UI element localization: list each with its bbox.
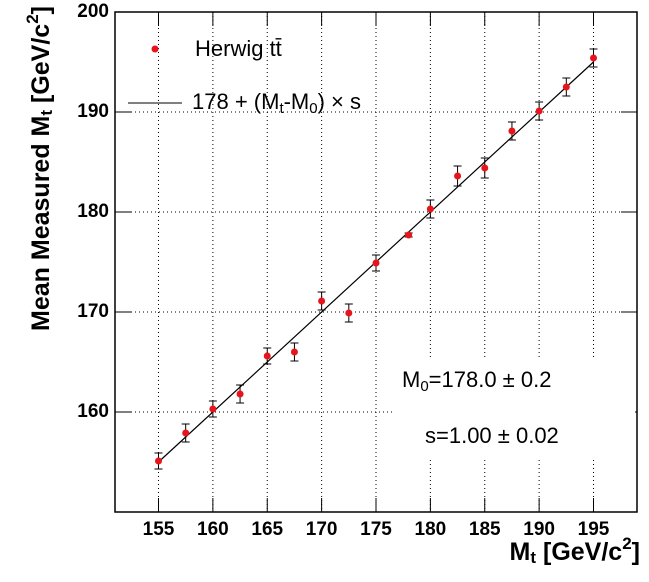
x-tick-label: 165 xyxy=(251,519,283,540)
y-tick-label: 190 xyxy=(77,101,109,122)
data-point xyxy=(345,309,353,317)
x-tick-label: 160 xyxy=(197,519,229,540)
legend-label: 178 + (Mt-M0) × s xyxy=(192,89,361,117)
x-tick-label: 185 xyxy=(469,519,501,540)
x-tick-label: 155 xyxy=(143,519,175,540)
data-point xyxy=(182,429,190,437)
data-point xyxy=(236,390,244,398)
y-tick-label: 160 xyxy=(77,401,109,422)
data-point xyxy=(209,405,217,413)
data-point xyxy=(405,231,413,239)
annotation-box xyxy=(395,360,635,460)
data-point xyxy=(590,54,597,62)
legend: Herwig tt̄ 178 + (Mt-M0) × s xyxy=(128,36,361,117)
x-tick-label: 190 xyxy=(523,519,555,540)
x-tick-label: 180 xyxy=(415,519,447,540)
annotation: M0=178.0 ± 0.2 xyxy=(402,367,551,395)
data-point xyxy=(426,205,434,213)
data-point xyxy=(535,107,543,115)
data-point xyxy=(318,297,326,305)
data-point xyxy=(454,172,462,180)
data-point xyxy=(290,348,298,356)
data-point xyxy=(263,352,271,360)
x-tick-label: 175 xyxy=(360,519,392,540)
data-point xyxy=(481,164,489,172)
x-tick-label: 195 xyxy=(578,519,610,540)
data-point xyxy=(508,127,516,135)
data-point xyxy=(372,259,380,267)
x-axis-label: Mt [GeV/c2] xyxy=(510,534,640,567)
annotation: s=1.00 ± 0.02 xyxy=(425,423,559,448)
data-point xyxy=(155,457,162,465)
legend-label: Herwig tt̄ xyxy=(195,36,282,61)
y-tick-label: 180 xyxy=(77,201,109,222)
data-point xyxy=(562,83,570,91)
y-tick-label: 200 xyxy=(77,1,109,22)
y-tick-label: 170 xyxy=(77,301,109,322)
legend-marker xyxy=(151,45,159,53)
x-tick-label: 170 xyxy=(306,519,338,540)
y-axis-label: Mean Measured Mt [GeV/c2] xyxy=(23,6,56,331)
